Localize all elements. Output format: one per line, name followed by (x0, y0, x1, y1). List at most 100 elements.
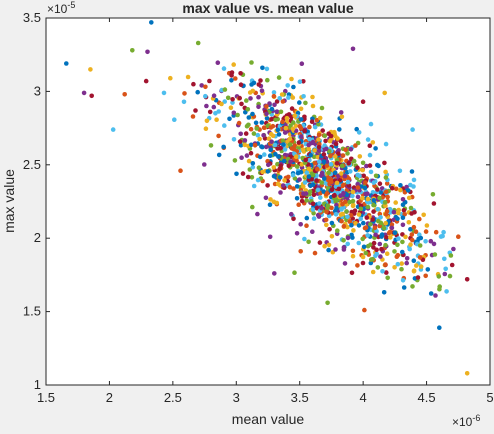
data-point (319, 180, 325, 185)
data-point (367, 152, 373, 158)
data-point (448, 253, 454, 258)
data-point (286, 174, 291, 180)
data-point (256, 104, 261, 110)
data-point (316, 132, 322, 138)
data-point (299, 61, 305, 66)
data-point (345, 151, 350, 156)
data-point (211, 104, 217, 110)
data-point (312, 161, 318, 166)
data-point (400, 239, 405, 245)
data-point (367, 163, 373, 168)
data-point (355, 165, 360, 170)
data-point (352, 208, 358, 213)
data-point (376, 163, 381, 169)
data-point (272, 271, 277, 276)
data-point (298, 169, 304, 175)
data-point (240, 171, 246, 176)
data-point (318, 195, 323, 200)
data-point (64, 61, 69, 66)
data-point (324, 163, 330, 168)
data-point (278, 163, 284, 169)
data-point (328, 153, 333, 158)
data-point (417, 255, 423, 260)
data-point (302, 180, 308, 185)
data-point (333, 141, 339, 147)
data-point (396, 236, 401, 241)
data-point (397, 168, 403, 174)
data-point (342, 173, 348, 179)
data-point (355, 194, 361, 200)
data-point (370, 269, 376, 275)
data-point (266, 162, 271, 168)
data-point (255, 132, 261, 138)
data-point (314, 117, 320, 123)
data-point (411, 258, 417, 264)
data-point (172, 117, 177, 122)
data-point (304, 170, 310, 175)
data-point (370, 140, 376, 145)
data-point (168, 75, 173, 81)
data-point (401, 285, 407, 290)
data-point (263, 195, 269, 201)
data-point (340, 153, 346, 158)
data-point (222, 87, 228, 92)
data-point (365, 137, 371, 142)
data-point (321, 159, 327, 164)
data-point (364, 215, 370, 220)
data-point (251, 131, 257, 136)
data-point (401, 208, 407, 213)
data-point (395, 242, 400, 248)
data-point (398, 187, 403, 193)
data-point (181, 99, 187, 105)
data-point (339, 163, 345, 169)
data-point (249, 60, 254, 65)
data-point (287, 184, 293, 190)
data-point (329, 220, 335, 226)
data-point (322, 176, 327, 181)
data-point (316, 214, 322, 219)
x-exponent-label: ×10-6 (452, 413, 480, 429)
data-point (264, 104, 269, 109)
data-point (365, 204, 371, 210)
data-point (304, 215, 310, 221)
data-point (242, 138, 248, 143)
data-point (267, 202, 273, 207)
data-point (306, 174, 312, 179)
data-point (278, 109, 284, 115)
data-point (289, 146, 295, 151)
data-point (269, 116, 275, 122)
data-point (395, 261, 401, 267)
data-point (326, 247, 331, 253)
data-point (339, 207, 344, 212)
data-point (362, 307, 367, 313)
data-point (437, 286, 442, 292)
axes-box (45, 17, 491, 386)
data-point (329, 205, 334, 211)
data-point (373, 146, 378, 151)
data-point (81, 90, 87, 96)
data-point (294, 184, 300, 189)
data-point (383, 220, 389, 226)
y-tick-label: 3.5 (23, 10, 41, 25)
data-point (388, 235, 393, 240)
data-point (365, 233, 371, 238)
data-point (237, 139, 243, 144)
data-point (110, 127, 116, 132)
data-point (195, 40, 201, 46)
data-point (289, 106, 295, 111)
data-points (64, 20, 470, 376)
data-point (304, 198, 310, 203)
data-point (317, 159, 322, 165)
data-point (311, 216, 317, 221)
data-point (456, 234, 461, 239)
data-point (349, 222, 354, 228)
data-point (360, 195, 365, 201)
data-point (283, 125, 289, 131)
data-point (264, 111, 269, 117)
data-point (371, 245, 376, 250)
data-point (249, 175, 255, 180)
data-point (413, 229, 419, 234)
data-point (202, 162, 207, 167)
data-point (292, 113, 298, 118)
data-point (326, 242, 332, 248)
